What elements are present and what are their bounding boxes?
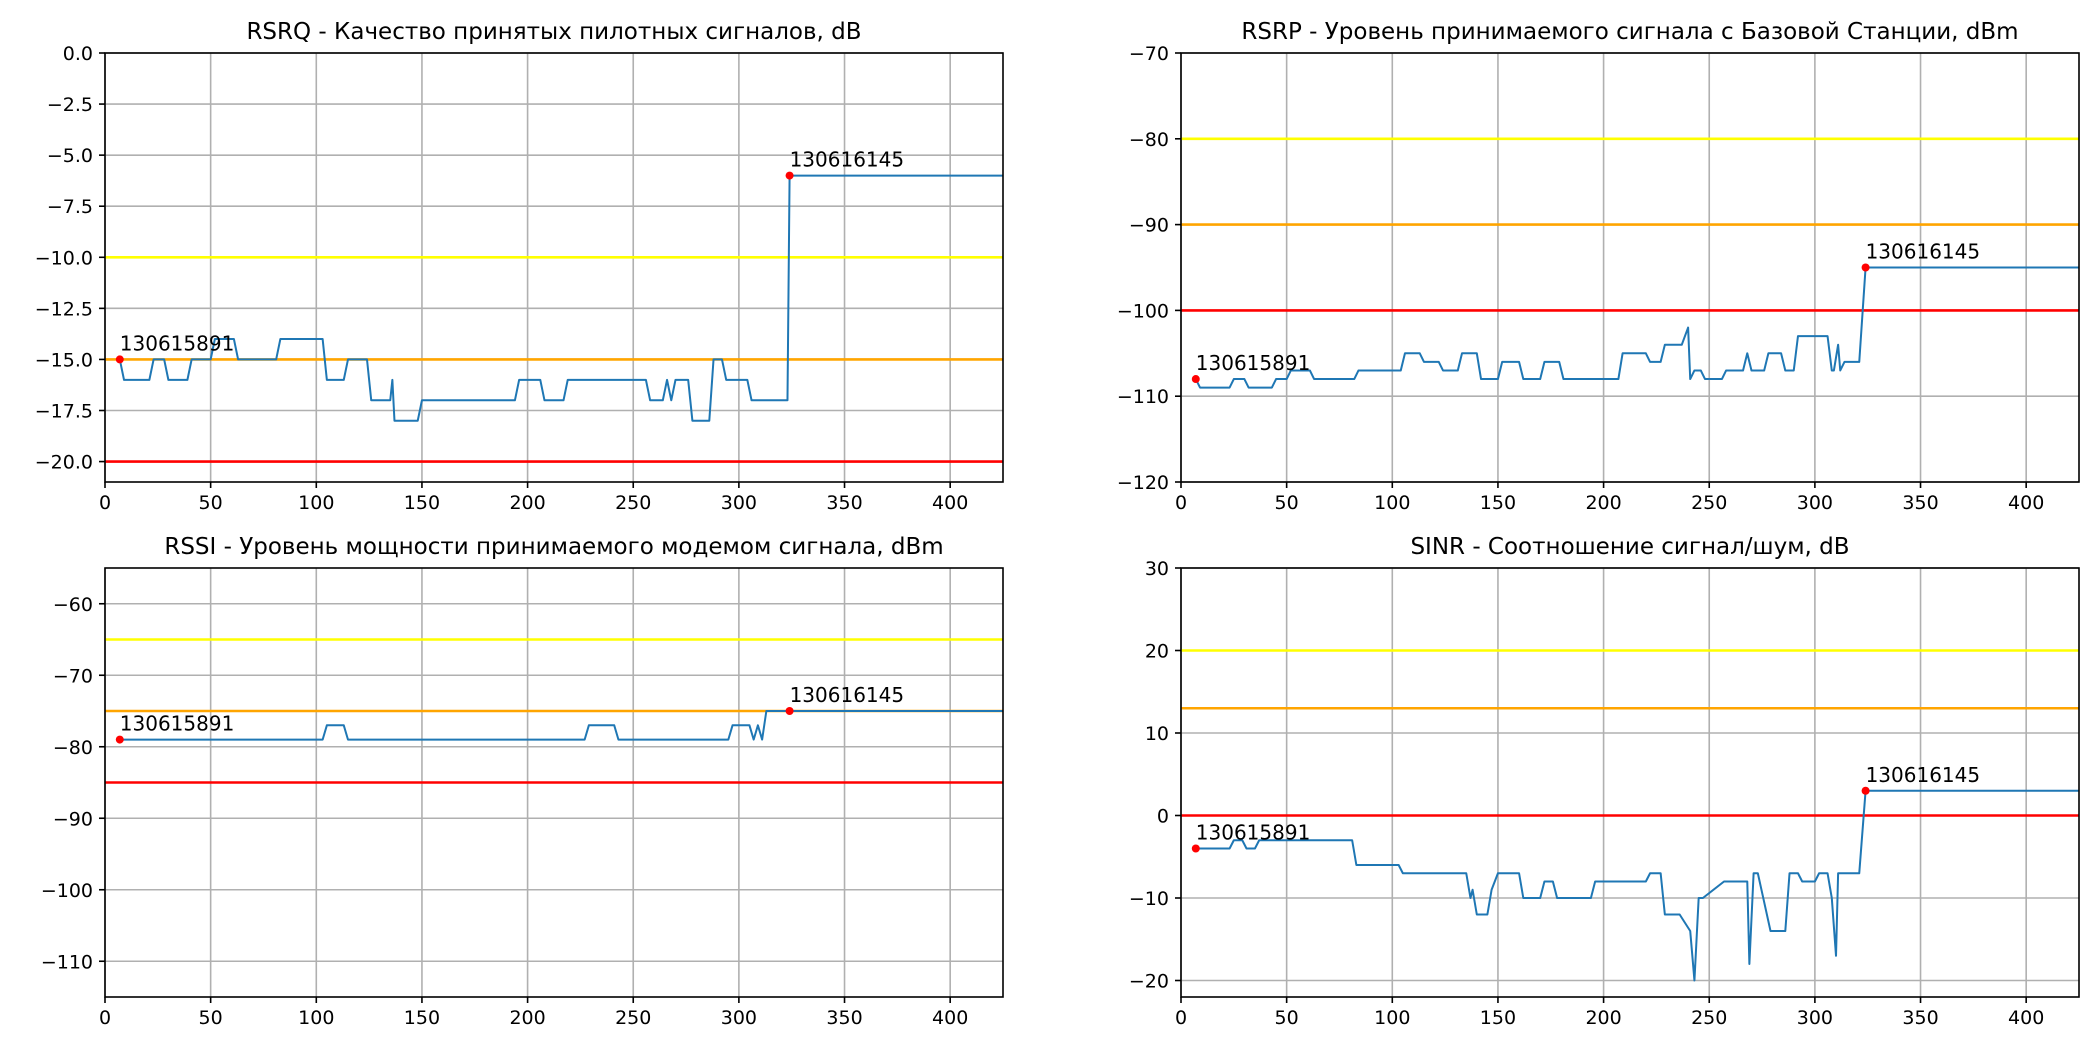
- rssi-series-line-0: [119, 710, 1003, 741]
- rssi-x-tick-label-8: 400: [932, 1007, 968, 1029]
- rsrp-chart-title: RSRP - Уровень принимаемого сигнала с Ба…: [1241, 19, 2018, 45]
- sinr-x-tick-label-2: 100: [1374, 1007, 1410, 1029]
- rssi-marker-1: [785, 707, 794, 715]
- rsrq-axes-frame: [104, 52, 1004, 483]
- sinr-x-tick-label-1: 50: [1275, 1007, 1299, 1029]
- sinr-y-tick-label-2: 10: [1145, 723, 1169, 745]
- rsrp-marker-label-1: 130616145: [1866, 240, 1981, 264]
- sinr-x-tick-label-0: 0: [1175, 1007, 1187, 1029]
- rsrq-y-tick-label-8: −20.0: [35, 452, 93, 474]
- rssi-x-tick-label-5: 250: [615, 1007, 651, 1029]
- rsrq-marker-label-0: 130615891: [120, 331, 235, 355]
- rsrp-x-tick-label-2: 100: [1374, 492, 1410, 514]
- rsrq-x-tick-label-0: 0: [99, 492, 111, 514]
- rsrp-y-tick-label-1: −80: [1129, 129, 1169, 151]
- sinr-y-tick-label-5: −20: [1129, 971, 1169, 993]
- rsrq-y-tick-label-1: −2.5: [47, 94, 93, 116]
- rssi-marker-label-0: 130615891: [120, 712, 235, 736]
- rsrp-x-tick-label-4: 200: [1585, 492, 1621, 514]
- rssi-y-tick-label-0: −60: [53, 594, 93, 616]
- rsrp-y-tick-label-4: −110: [1117, 386, 1169, 408]
- rsrq-x-tick-label-3: 150: [404, 492, 440, 514]
- sinr-x-tick-label-8: 400: [2008, 1007, 2044, 1029]
- sinr-y-tick-label-1: 20: [1145, 641, 1169, 663]
- rsrq-x-tick-label-1: 50: [199, 492, 223, 514]
- rsrq-series-line-0: [118, 174, 1003, 422]
- rsrq-y-tick-label-7: −17.5: [35, 401, 93, 423]
- rsrq-y-tick-label-4: −10.0: [35, 247, 93, 269]
- sinr-marker-1: [1861, 786, 1870, 795]
- rssi-chart: 130615891 130616145 0 50 100 150 200 250 300 350 4…: [41, 534, 1004, 1029]
- rsrp-axes-frame: [1180, 52, 2080, 483]
- rsrp-marker-1: [1861, 263, 1870, 272]
- rssi-x-tick-label-0: 0: [99, 1007, 111, 1029]
- sinr-marker-label-1: 130616145: [1866, 763, 1981, 787]
- rsrq-y-tick-label-2: −5.0: [47, 145, 93, 167]
- rsrq-marker-1: [785, 171, 794, 180]
- rsrq-chart-title: RSRQ - Качество принятых пилотных сигнал…: [246, 19, 861, 45]
- rsrq-y-tick-label-6: −15.0: [35, 349, 93, 371]
- rsrp-y-tick-label-2: −90: [1129, 215, 1169, 237]
- sinr-y-tick-label-4: −10: [1129, 888, 1169, 910]
- rsrq-y-tick-label-5: −12.5: [35, 298, 93, 320]
- rssi-x-tick-label-4: 200: [509, 1007, 545, 1029]
- rsrq-y-tick-label-0: 0.0: [63, 43, 93, 65]
- rssi-y-tick-label-4: −100: [41, 880, 93, 902]
- sinr-marker-label-0: 130615891: [1196, 821, 1311, 845]
- rsrq-x-tick-label-8: 400: [932, 492, 968, 514]
- sinr-x-tick-label-5: 250: [1691, 1007, 1727, 1029]
- rssi-x-tick-label-1: 50: [199, 1007, 223, 1029]
- rsrp-y-tick-label-0: −70: [1129, 43, 1169, 65]
- sinr-x-tick-label-6: 300: [1797, 1007, 1833, 1029]
- rsrp-y-tick-label-3: −100: [1117, 300, 1169, 322]
- rsrq-y-tick-label-3: −7.5: [47, 196, 93, 218]
- sinr-x-tick-label-4: 200: [1585, 1007, 1621, 1029]
- rsrp-x-tick-label-5: 250: [1691, 492, 1727, 514]
- sinr-marker-0: [1191, 844, 1200, 853]
- rssi-y-tick-label-3: −90: [53, 808, 93, 830]
- rsrp-x-tick-label-7: 350: [1902, 492, 1938, 514]
- sinr-chart-title: SINR - Соотношение сигнал/шум, dB: [1410, 534, 1849, 560]
- rssi-marker-0: [115, 735, 124, 744]
- rsrq-x-tick-label-4: 200: [509, 492, 545, 514]
- rsrp-x-tick-label-1: 50: [1275, 492, 1299, 514]
- sinr-y-tick-label-3: 0: [1157, 806, 1169, 828]
- rssi-y-tick-label-2: −80: [53, 737, 93, 759]
- rssi-y-tick-label-5: −110: [41, 951, 93, 973]
- rsrp-series-line-0: [1194, 266, 2079, 389]
- sinr-y-tick-label-0: 30: [1145, 558, 1169, 580]
- rsrq-x-tick-label-7: 350: [826, 492, 862, 514]
- rssi-x-tick-label-6: 300: [721, 1007, 757, 1029]
- rssi-chart-title: RSSI - Уровень мощности принимаемого мод…: [164, 534, 943, 560]
- rssi-x-tick-label-2: 100: [298, 1007, 334, 1029]
- sinr-x-tick-label-3: 150: [1480, 1007, 1516, 1029]
- rsrq-x-tick-label-5: 250: [615, 492, 651, 514]
- rsrq-marker-label-1: 130616145: [790, 148, 905, 172]
- rsrp-chart: 130615891 130616145 0 50 100 150 200 250 300 350 4…: [1117, 19, 2080, 514]
- rsrp-marker-0: [1191, 375, 1200, 384]
- sinr-x-tick-label-7: 350: [1902, 1007, 1938, 1029]
- rssi-y-tick-label-1: −70: [53, 665, 93, 687]
- rsrq-x-tick-label-2: 100: [298, 492, 334, 514]
- rssi-marker-label-1: 130616145: [790, 683, 905, 707]
- rsrp-x-tick-label-0: 0: [1175, 492, 1187, 514]
- rsrp-x-tick-label-8: 400: [2008, 492, 2044, 514]
- rsrp-x-tick-label-3: 150: [1480, 492, 1516, 514]
- rsrp-x-tick-label-6: 300: [1797, 492, 1833, 514]
- rssi-x-tick-label-3: 150: [404, 1007, 440, 1029]
- rsrq-chart: 130615891 130616145 0 50 100 150 200 250 300 350 4…: [35, 19, 1004, 514]
- rsrq-x-tick-label-6: 300: [721, 492, 757, 514]
- rsrp-marker-label-0: 130615891: [1196, 351, 1311, 375]
- rssi-x-tick-label-7: 350: [826, 1007, 862, 1029]
- sinr-axes-frame: [1180, 567, 2080, 998]
- rsrp-y-tick-label-5: −120: [1117, 472, 1169, 494]
- rsrq-marker-0: [115, 355, 124, 364]
- rssi-axes-frame: [104, 567, 1004, 998]
- sinr-series-line-0: [1195, 789, 2079, 982]
